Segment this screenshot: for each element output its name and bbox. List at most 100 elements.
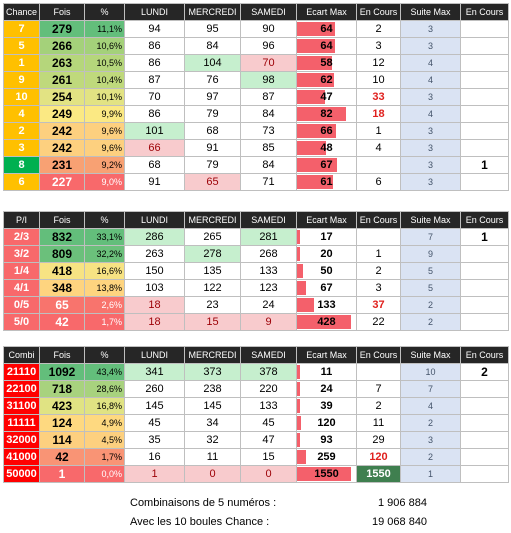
ecart-bar	[297, 247, 300, 261]
ecart-value: 39	[320, 400, 333, 412]
table-row: 11111 124 4,9% 45 34 45 120 11 2	[3, 414, 509, 432]
table-row: 3/2 809 32,2% 263 278 268 20 1 9	[3, 245, 509, 263]
lundi-cell: 45	[124, 414, 185, 432]
mercredi-cell: 95	[184, 20, 241, 38]
lundi-cell: 86	[124, 105, 185, 123]
ecart-bar	[297, 315, 351, 329]
en-cours-2-cell: 1	[460, 228, 509, 246]
percent-cell: 1,7%	[84, 448, 125, 466]
mercredi-cell: 15	[184, 313, 241, 331]
suite-max-cell: 2	[400, 296, 461, 314]
row-key-cell: 1/4	[3, 262, 40, 280]
percent-cell: 10,5%	[84, 54, 125, 72]
row-key-cell: 2/3	[3, 228, 40, 246]
samedi-cell: 71	[240, 173, 297, 191]
table-row: 5/0 42 1,7% 18 15 9 428 22 2	[3, 313, 509, 331]
column-header: Suite Max	[400, 211, 461, 229]
ecart-max-cell: 428	[296, 313, 357, 331]
mercredi-cell: 65	[184, 173, 241, 191]
lundi-cell: 35	[124, 431, 185, 449]
en-cours-2-cell	[460, 465, 509, 483]
column-header: Chance	[3, 3, 40, 21]
lundi-cell: 341	[124, 363, 185, 381]
ecart-max-cell: 11	[296, 363, 357, 381]
fois-cell: 279	[39, 20, 85, 38]
percent-cell: 10,1%	[84, 88, 125, 106]
fois-cell: 263	[39, 54, 85, 72]
column-header: Suite Max	[400, 3, 461, 21]
suite-max-cell: 3	[400, 173, 461, 191]
table-row: 1 263 10,5% 86 104 70 58 12 4	[3, 54, 509, 72]
mercredi-cell: 91	[184, 139, 241, 157]
mercredi-cell: 0	[184, 465, 241, 483]
lundi-cell: 86	[124, 37, 185, 55]
column-header: En Cours	[356, 211, 401, 229]
mercredi-cell: 145	[184, 397, 241, 415]
fois-cell: 348	[39, 279, 85, 297]
percent-cell: 2,6%	[84, 296, 125, 314]
ecart-value: 64	[320, 40, 333, 52]
en-cours-2-cell	[460, 71, 509, 89]
ecart-value: 50	[320, 265, 333, 277]
table-row: 21110 1092 43,4% 341 373 378 11 10 2	[3, 363, 509, 381]
mercredi-cell: 135	[184, 262, 241, 280]
table-row: 7 279 11,1% 94 95 90 64 2 3	[3, 20, 509, 38]
ecart-max-cell: 82	[296, 105, 357, 123]
ecart-value: 58	[320, 57, 333, 69]
column-header: SAMEDI	[240, 211, 297, 229]
samedi-cell: 220	[240, 380, 297, 398]
en-cours-cell: 29	[356, 431, 401, 449]
suite-max-cell: 2	[400, 448, 461, 466]
percent-cell: 9,6%	[84, 139, 125, 157]
en-cours-2-cell	[460, 20, 509, 38]
en-cours-cell: 4	[356, 139, 401, 157]
en-cours-2-cell	[460, 262, 509, 280]
suite-max-cell: 5	[400, 262, 461, 280]
column-header: %	[84, 211, 125, 229]
column-header: En Cours	[460, 211, 509, 229]
pair-odd-table: P/I Fois% LUNDI MERCREDI SAMEDI Ecart Max En C…	[3, 211, 509, 331]
ecart-max-cell: 17	[296, 228, 357, 246]
fois-cell: 242	[39, 139, 85, 157]
fois-cell: 227	[39, 173, 85, 191]
mercredi-cell: 79	[184, 105, 241, 123]
percent-cell: 32,2%	[84, 245, 125, 263]
ecart-max-cell: 64	[296, 20, 357, 38]
en-cours-cell: 12	[356, 54, 401, 72]
ecart-bar	[297, 175, 333, 189]
mercredi-cell: 122	[184, 279, 241, 297]
lundi-cell: 103	[124, 279, 185, 297]
en-cours-2-cell: 2	[460, 363, 509, 381]
percent-cell: 4,9%	[84, 414, 125, 432]
ecart-bar	[297, 467, 351, 481]
en-cours-2-cell	[460, 139, 509, 157]
lundi-cell: 94	[124, 20, 185, 38]
samedi-cell: 70	[240, 54, 297, 72]
header-row: P/I Fois% LUNDI MERCREDI SAMEDI Ecart Max En C…	[3, 211, 509, 229]
lundi-cell: 86	[124, 54, 185, 72]
fois-cell: 832	[39, 228, 85, 246]
en-cours-cell: 120	[356, 448, 401, 466]
row-key-cell: 5/0	[3, 313, 40, 331]
row-key-cell: 31100	[3, 397, 40, 415]
lundi-cell: 18	[124, 313, 185, 331]
column-header: MERCREDI	[184, 346, 241, 364]
lundi-cell: 68	[124, 156, 185, 174]
lundi-cell: 66	[124, 139, 185, 157]
header-row: Combi Fois% LUNDI MERCREDI SAMEDI Ecart Max En…	[3, 346, 509, 364]
row-key-cell: 4	[3, 105, 40, 123]
mercredi-cell: 84	[184, 37, 241, 55]
percent-cell: 9,6%	[84, 122, 125, 140]
ecart-max-cell: 62	[296, 71, 357, 89]
percent-cell: 0,0%	[84, 465, 125, 483]
mercredi-cell: 34	[184, 414, 241, 432]
column-header: MERCREDI	[184, 211, 241, 229]
ecart-bar	[297, 56, 332, 70]
en-cours-cell: 18	[356, 105, 401, 123]
column-header: SAMEDI	[240, 3, 297, 21]
row-key-cell: 9	[3, 71, 40, 89]
table-row: 10 254 10,1% 70 97 87 47 33 3	[3, 88, 509, 106]
en-cours-cell: 33	[356, 88, 401, 106]
percent-cell: 9,0%	[84, 173, 125, 191]
ecart-value: 67	[320, 159, 333, 171]
